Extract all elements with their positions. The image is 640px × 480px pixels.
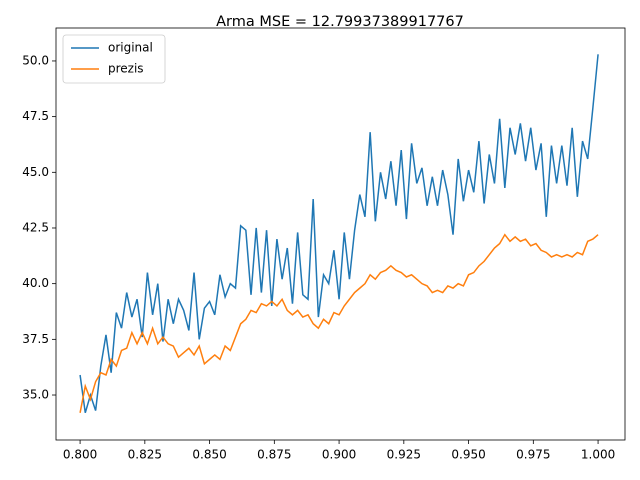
y-tick-label: 45.0	[22, 165, 49, 179]
x-tick-label: 0.875	[257, 448, 291, 462]
y-tick-label: 42.5	[22, 220, 49, 234]
legend-label: original	[108, 41, 153, 55]
x-tick-label: 0.850	[192, 448, 226, 462]
y-tick-label: 47.5	[22, 109, 49, 123]
y-tick-label: 35.0	[22, 388, 49, 402]
y-tick-label: 37.5	[22, 332, 49, 346]
legend-box	[62, 34, 166, 84]
x-tick-label: 0.975	[516, 448, 550, 462]
data-line	[79, 233, 599, 413]
data-line	[79, 54, 599, 414]
x-tick-label: 0.800	[63, 448, 97, 462]
y-tick-label: 40.0	[22, 276, 49, 290]
x-tick-label: 0.925	[387, 448, 421, 462]
y-tick-label: 50.0	[22, 53, 49, 67]
x-tick-label: 0.825	[128, 448, 162, 462]
x-tick-label: 0.900	[322, 448, 356, 462]
x-tick-label: 0.950	[451, 448, 485, 462]
x-tick-label: 1.000	[581, 448, 615, 462]
chart-title: Arma MSE = 12.79937389917767	[216, 14, 464, 30]
plot-frame	[55, 27, 626, 441]
legend-label: prezis	[108, 62, 144, 76]
